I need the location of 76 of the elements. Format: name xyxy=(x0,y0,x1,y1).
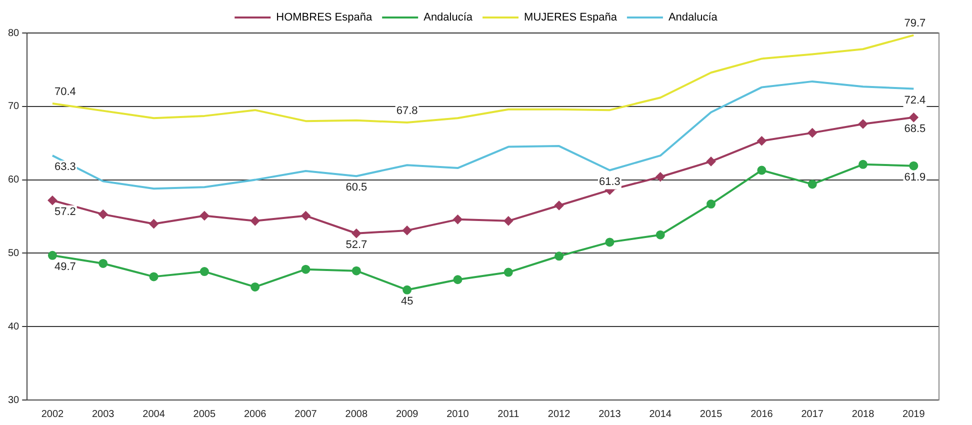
point xyxy=(808,180,817,189)
data-label: 72.4 xyxy=(904,94,926,106)
data-label: 60.5 xyxy=(346,182,368,194)
data-label: 67.8 xyxy=(396,105,418,118)
point xyxy=(808,128,817,138)
point xyxy=(504,268,513,277)
data-label: 61.3 xyxy=(599,176,620,188)
point xyxy=(250,282,260,292)
data-label: 61.9 xyxy=(904,171,926,184)
point xyxy=(554,200,564,210)
point xyxy=(301,264,310,274)
point xyxy=(706,156,716,166)
data-label: 68.5 xyxy=(904,122,926,135)
x-tick-label: 2016 xyxy=(750,408,774,420)
x-tick-label: 2008 xyxy=(345,408,368,420)
x-tick-label: 2014 xyxy=(649,408,672,420)
y-tick-label: 70 xyxy=(8,101,20,112)
x-tick-label: 2010 xyxy=(446,408,470,420)
point xyxy=(402,226,412,235)
data-label: 52.7 xyxy=(346,238,368,251)
point xyxy=(453,214,462,224)
x-tick-label: 2015 xyxy=(700,408,723,420)
point xyxy=(352,228,361,238)
point xyxy=(48,250,57,260)
x-tick-label: 2017 xyxy=(801,408,824,420)
point xyxy=(98,210,108,219)
legend-label: MUJERES España xyxy=(524,12,618,24)
x-tick-label: 2009 xyxy=(396,408,419,420)
point xyxy=(909,161,918,170)
data-label: 57.2 xyxy=(54,206,76,218)
x-tick-label: 2019 xyxy=(902,408,926,420)
x-tick-label: 2007 xyxy=(294,408,318,420)
y-tick-label: 50 xyxy=(8,248,20,259)
y-tick-label: 80 xyxy=(8,28,20,39)
y-tick-label: 30 xyxy=(8,394,20,406)
point xyxy=(402,285,412,294)
point xyxy=(352,266,361,276)
x-tick-label: 2012 xyxy=(548,408,571,420)
y-tick-label: 40 xyxy=(8,321,20,332)
point xyxy=(757,166,766,175)
point xyxy=(757,136,766,146)
point xyxy=(858,160,868,169)
point xyxy=(656,230,665,240)
point xyxy=(453,275,462,284)
x-tick-label: 2018 xyxy=(852,408,875,420)
point xyxy=(48,196,57,205)
legend-label: HOMBRES España xyxy=(276,12,373,24)
point xyxy=(250,216,260,226)
point xyxy=(200,267,209,276)
point xyxy=(149,272,158,282)
x-tick-label: 2006 xyxy=(244,408,267,420)
point xyxy=(504,216,513,226)
point xyxy=(858,120,868,129)
x-tick-label: 2003 xyxy=(92,408,115,420)
point xyxy=(301,211,310,220)
data-label: 63.3 xyxy=(54,161,76,174)
data-label: 45 xyxy=(400,295,414,308)
x-tick-label: 2011 xyxy=(498,408,520,420)
legend-label: Andalucía xyxy=(424,12,474,24)
point xyxy=(200,211,209,220)
point xyxy=(149,219,158,228)
x-tick-label: 2005 xyxy=(193,408,216,420)
point xyxy=(98,258,108,268)
x-tick-label: 2013 xyxy=(598,408,622,420)
point xyxy=(656,172,665,182)
point xyxy=(706,200,716,209)
x-tick-label: 2004 xyxy=(142,408,166,420)
data-label: 49.7 xyxy=(54,260,76,273)
point xyxy=(554,252,564,261)
data-label: 70.4 xyxy=(54,86,76,98)
y-tick-label: 60 xyxy=(8,174,20,186)
point xyxy=(605,238,614,247)
point xyxy=(909,112,918,122)
x-tick-label: 2002 xyxy=(41,408,64,420)
data-label: 79.7 xyxy=(904,18,926,30)
legend-label: Andalucía xyxy=(668,12,718,24)
